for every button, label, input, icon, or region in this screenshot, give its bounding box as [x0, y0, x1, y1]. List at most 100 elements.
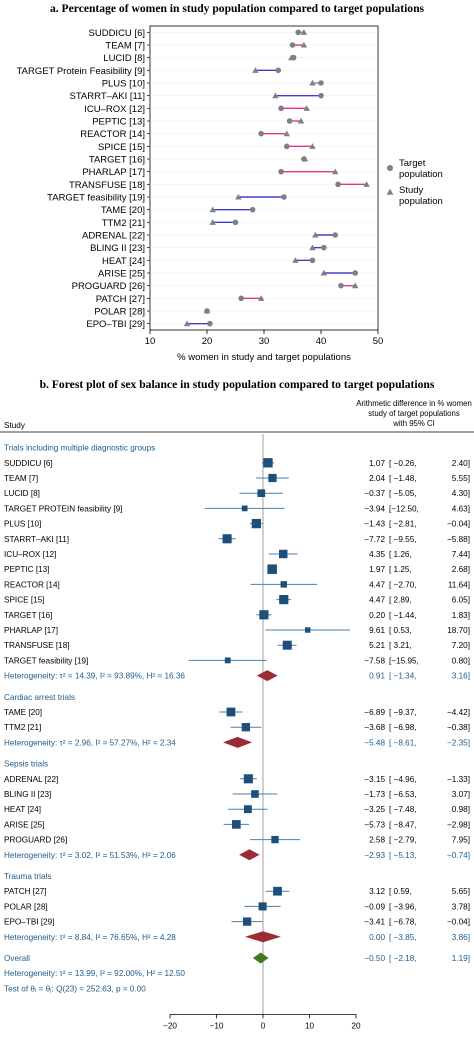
effect-estimate-value: −3.68 [364, 723, 385, 732]
effect-estimate-value: −3.25 [364, 805, 385, 814]
target-population-point [281, 194, 287, 200]
study-estimate-square [251, 518, 262, 529]
legend-target-label-line1: Target [399, 158, 426, 169]
study-estimate-square [243, 805, 252, 814]
pooled-estimate-diamond [256, 670, 278, 682]
study-label: TRANSFUSE [18] [4, 641, 70, 650]
study-population-point [252, 67, 259, 73]
study-label: REACTOR [14] [80, 129, 145, 140]
study-label: TTM2 [21] [4, 723, 41, 732]
x-tick-label: −20 [163, 1021, 177, 1030]
study-label: BLING II [23] [4, 790, 51, 799]
study-population-point [209, 219, 216, 225]
effect-estimate-value: −0.37 [364, 489, 385, 498]
ci-lower-value: [ −8.47, [389, 820, 417, 829]
ci-upper-value: 0.80] [452, 656, 470, 665]
ci-lower-value: [ −2.81, [389, 520, 417, 529]
effect-estimate-value: −0.50 [364, 954, 385, 963]
study-estimate-square [273, 886, 282, 896]
ci-lower-value: [ −2.70, [389, 580, 417, 589]
study-column-header: Study [4, 421, 26, 430]
x-tick-label: 10 [145, 336, 156, 347]
ci-upper-value: −0.04] [447, 918, 470, 927]
target-population-point [352, 270, 359, 276]
ci-lower-value: [ −8.61, [389, 738, 417, 747]
study-label: PLUS [10] [4, 520, 41, 529]
study-estimate-square [242, 917, 252, 926]
pooled-estimate-diamond [245, 931, 281, 943]
study-label: BLING II [23] [90, 243, 145, 254]
study-label: PROGUARD [26] [4, 836, 67, 845]
legend-study-label-line2: population [399, 196, 443, 207]
ci-lower-value: [ 1.26, [389, 550, 412, 559]
effect-estimate-value: 0.20 [369, 611, 385, 620]
ci-lower-value: [−12.50, [389, 504, 419, 513]
effect-estimate-value: −3.15 [364, 775, 385, 784]
ci-lower-value: [ −0.26, [389, 459, 417, 468]
study-population-point [300, 29, 308, 35]
study-estimate-square [263, 458, 273, 468]
effect-estimate-value: −2.93 [364, 851, 385, 860]
ci-upper-value: 5.65] [452, 887, 470, 896]
heterogeneity-label: Heterogeneity: τ² = 14.39, I² = 93.89%, … [4, 672, 185, 681]
target-population-point [295, 29, 302, 36]
study-label: TEAM [7] [4, 474, 38, 483]
x-tick-label: 50 [373, 336, 384, 347]
effect-estimate-value: 1.97 [369, 565, 385, 574]
study-estimate-square [232, 820, 241, 829]
ci-lower-value: [ −5.05, [389, 489, 417, 498]
study-population-point [257, 295, 265, 301]
ci-lower-value: [ 0.59, [389, 887, 412, 896]
chart-a-title: a. Percentage of women in study populati… [49, 2, 425, 15]
study-label: PEPTIC [13] [4, 565, 50, 574]
study-label: EPO–TBI [29] [86, 319, 145, 330]
study-population-point [288, 54, 295, 61]
study-estimate-square [279, 594, 289, 605]
study-label: TARGET PROTEIN feasibility [9] [4, 504, 122, 513]
study-label: TEAM [7] [105, 41, 145, 52]
ci-upper-value: 2.40] [452, 459, 470, 468]
plot-frame [149, 25, 379, 331]
study-label: STARRT–AKI [11] [4, 535, 69, 544]
heterogeneity-label: Heterogeneity: τ² = 2.96, I² = 57.27%, H… [4, 738, 176, 747]
study-label: ADRENAL [22] [82, 231, 145, 242]
effect-estimate-value: 2.58 [369, 836, 385, 845]
study-label: ADRENAL [22] [4, 775, 58, 784]
target-population-point [249, 206, 256, 213]
study-label: EPO–TBI [29] [4, 918, 55, 927]
target-population-point [258, 130, 264, 137]
study-estimate-square [222, 534, 232, 544]
ci-lower-value: [ −1.48, [389, 474, 417, 483]
ci-upper-value: 3.07] [452, 790, 470, 799]
ci-upper-value: 7.44] [452, 550, 470, 559]
study-label: SPICE [15] [98, 142, 145, 153]
x-tick-label: 20 [202, 336, 213, 347]
ci-lower-value: [ −6.78, [389, 918, 417, 927]
study-label: POLAR [28] [4, 902, 48, 911]
ci-upper-value: −0.04] [447, 520, 470, 529]
effect-estimate-value: 5.21 [369, 641, 385, 650]
ci-lower-value: [−15.95, [389, 656, 419, 665]
ci-upper-value: 3.86] [452, 933, 470, 942]
ci-upper-value: 1.19] [452, 954, 470, 963]
target-population-point [278, 168, 284, 175]
overall-heterogeneity-note: Test of θᵢ = θⱼ: Q(23) = 252.63, p = 0.0… [4, 984, 146, 993]
study-label: PHARLAP [17] [4, 626, 58, 635]
subgroup-heading: Sepsis trials [4, 760, 48, 769]
ci-lower-value: [ 3.21, [389, 641, 412, 650]
target-population-point [207, 320, 213, 327]
ci-upper-value: −4.42] [447, 708, 470, 717]
effect-estimate-value: −7.72 [364, 535, 385, 544]
ci-upper-value: 4.63] [452, 504, 470, 513]
study-label: TAME [20] [4, 708, 42, 717]
effect-estimate-value: 0.00 [369, 933, 385, 942]
effect-estimate-value: 0.91 [369, 672, 385, 681]
effect-estimate-value: 4.47 [369, 580, 385, 589]
effect-estimate-value: 1.07 [369, 459, 385, 468]
study-label: PATCH [27] [4, 887, 46, 896]
effect-column-header: with 95% CI [392, 419, 435, 428]
target-population-point [335, 181, 341, 188]
ci-upper-value: −2.98] [447, 820, 470, 829]
study-label: PLUS [10] [102, 79, 145, 90]
study-label: SUDDICU [6] [89, 28, 145, 39]
